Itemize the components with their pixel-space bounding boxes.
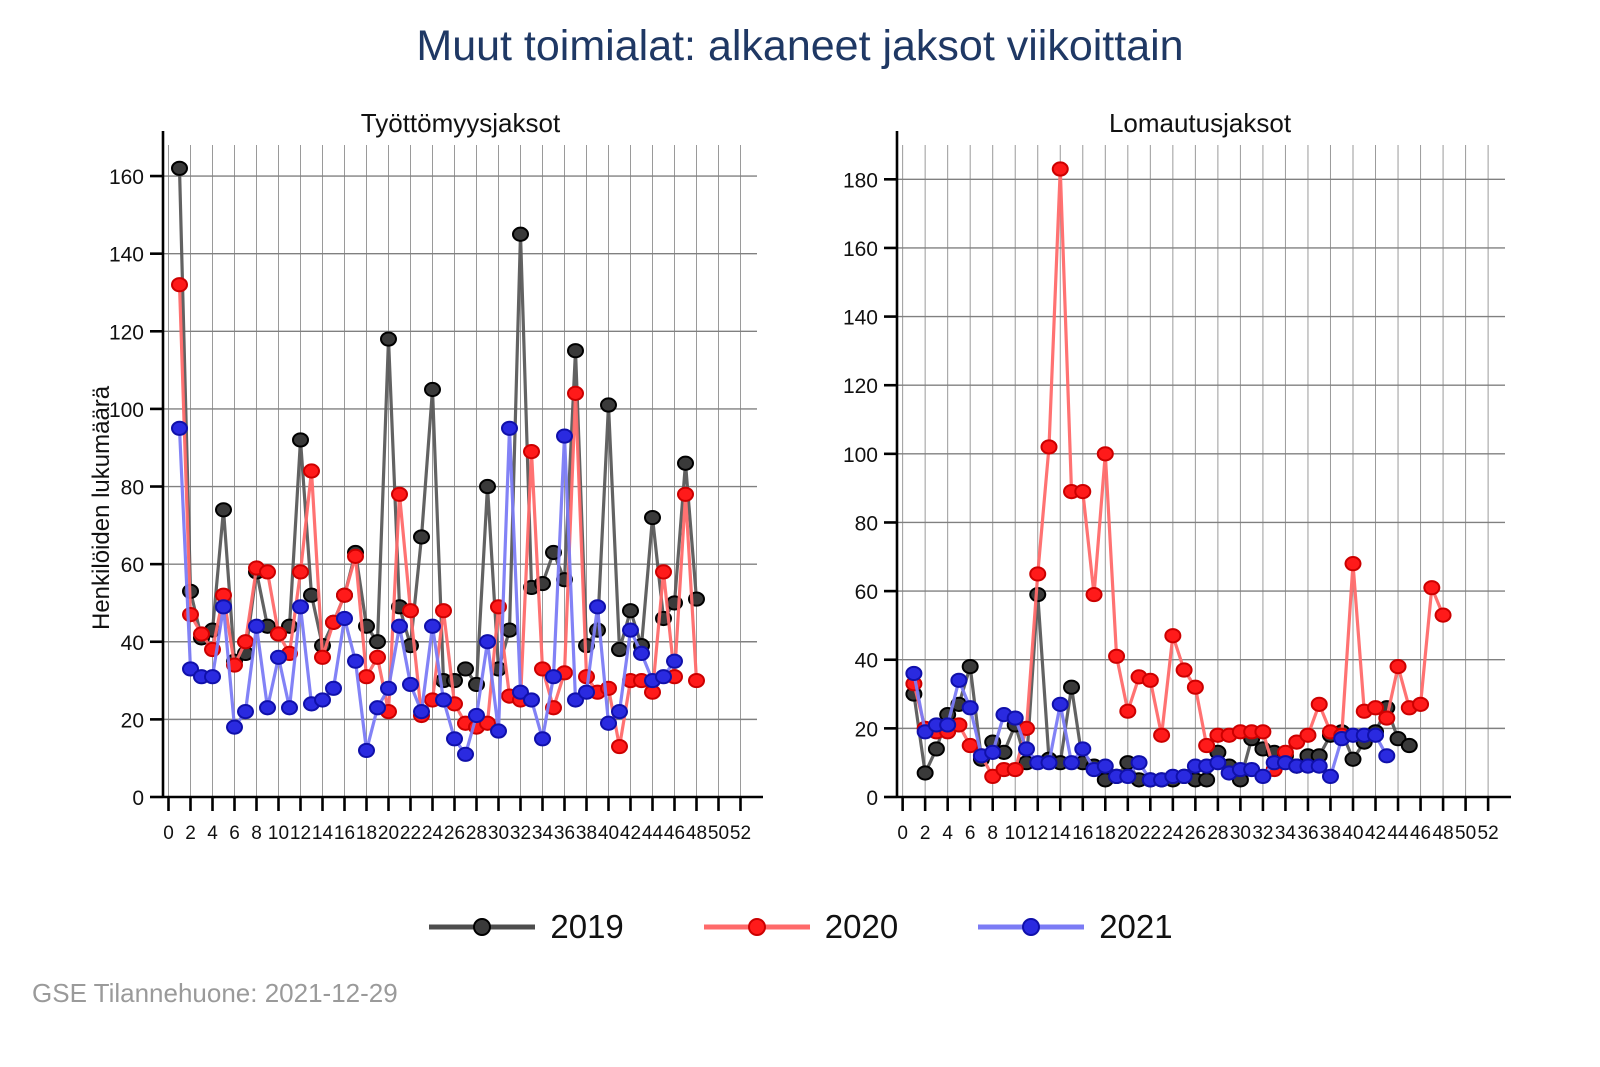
svg-text:40: 40: [1342, 823, 1363, 844]
svg-text:32: 32: [510, 823, 531, 844]
legend-swatch-2019-icon: [429, 918, 536, 936]
svg-text:36: 36: [1297, 823, 1318, 844]
svg-text:38: 38: [1320, 823, 1341, 844]
svg-text:26: 26: [1185, 823, 1206, 844]
legend-label-2019: 2019: [550, 908, 624, 945]
legend-item-2020[interactable]: 2020: [702, 908, 898, 946]
svg-text:50: 50: [1455, 823, 1476, 844]
svg-text:0: 0: [866, 787, 878, 810]
legend-label-2021: 2021: [1099, 908, 1173, 945]
svg-text:24: 24: [422, 823, 444, 844]
chart-legend: 2019 2020 2021: [0, 908, 1600, 946]
svg-text:80: 80: [121, 477, 144, 500]
svg-text:34: 34: [532, 823, 554, 844]
svg-text:14: 14: [1050, 823, 1072, 844]
svg-text:100: 100: [843, 444, 878, 467]
svg-text:52: 52: [1478, 823, 1499, 844]
svg-text:2: 2: [920, 823, 931, 844]
svg-text:24: 24: [1162, 823, 1184, 844]
legend-swatch-2021-icon: [978, 918, 1085, 936]
svg-text:0: 0: [132, 787, 144, 810]
svg-text:40: 40: [598, 823, 619, 844]
svg-text:18: 18: [1095, 823, 1116, 844]
svg-text:44: 44: [642, 823, 664, 844]
legend-item-2019[interactable]: 2019: [427, 908, 624, 946]
svg-text:22: 22: [400, 823, 421, 844]
svg-text:20: 20: [855, 718, 878, 741]
svg-text:8: 8: [987, 823, 998, 844]
footer-note: GSE Tilannehuone: 2021-12-29: [32, 978, 398, 1008]
svg-text:32: 32: [1252, 823, 1273, 844]
svg-text:26: 26: [444, 823, 465, 844]
svg-text:12: 12: [290, 823, 311, 844]
svg-text:8: 8: [251, 823, 262, 844]
svg-text:30: 30: [488, 823, 509, 844]
svg-text:100: 100: [109, 399, 144, 422]
svg-text:38: 38: [576, 823, 597, 844]
svg-text:18: 18: [356, 823, 377, 844]
svg-text:12: 12: [1027, 823, 1048, 844]
svg-text:140: 140: [109, 244, 144, 267]
svg-text:20: 20: [1117, 823, 1138, 844]
svg-text:14: 14: [312, 823, 334, 844]
panel-title-right: Lomautusjaksot: [1108, 108, 1292, 138]
panel-title-left: Työttömyysjaksot: [360, 108, 561, 138]
svg-text:6: 6: [965, 823, 976, 844]
page-title: Muut toimialat: alkaneet jaksot viikoitt…: [416, 22, 1184, 70]
svg-text:48: 48: [1433, 823, 1454, 844]
svg-text:160: 160: [109, 166, 144, 189]
svg-text:10: 10: [268, 823, 289, 844]
svg-text:30: 30: [1230, 823, 1251, 844]
svg-text:42: 42: [620, 823, 641, 844]
svg-text:10: 10: [1005, 823, 1026, 844]
svg-text:40: 40: [121, 632, 144, 655]
svg-text:60: 60: [121, 554, 144, 577]
svg-text:6: 6: [229, 823, 240, 844]
svg-text:160: 160: [843, 238, 878, 261]
svg-text:20: 20: [378, 823, 399, 844]
svg-text:28: 28: [466, 823, 487, 844]
svg-text:40: 40: [855, 650, 878, 673]
svg-text:48: 48: [686, 823, 707, 844]
svg-text:60: 60: [855, 581, 878, 604]
svg-text:180: 180: [843, 169, 878, 192]
svg-text:140: 140: [843, 307, 878, 330]
svg-text:52: 52: [730, 823, 751, 844]
svg-text:120: 120: [109, 321, 144, 344]
legend-label-2020: 2020: [824, 908, 899, 945]
svg-text:120: 120: [843, 375, 878, 398]
svg-text:28: 28: [1207, 823, 1228, 844]
svg-text:42: 42: [1365, 823, 1386, 844]
svg-text:46: 46: [1410, 823, 1431, 844]
legend-item-2021[interactable]: 2021: [976, 908, 1173, 946]
svg-text:4: 4: [942, 823, 953, 844]
svg-text:16: 16: [1072, 823, 1093, 844]
svg-text:16: 16: [334, 823, 355, 844]
svg-text:22: 22: [1140, 823, 1161, 844]
svg-text:80: 80: [855, 512, 878, 535]
svg-text:46: 46: [664, 823, 685, 844]
svg-text:20: 20: [121, 709, 144, 732]
legend-swatch-2020-icon: [703, 918, 810, 936]
svg-text:2: 2: [185, 823, 196, 844]
svg-text:36: 36: [554, 823, 575, 844]
svg-text:0: 0: [163, 823, 174, 844]
svg-text:44: 44: [1387, 823, 1409, 844]
svg-text:0: 0: [897, 823, 908, 844]
svg-text:4: 4: [207, 823, 218, 844]
svg-text:34: 34: [1275, 823, 1297, 844]
svg-text:50: 50: [708, 823, 729, 844]
